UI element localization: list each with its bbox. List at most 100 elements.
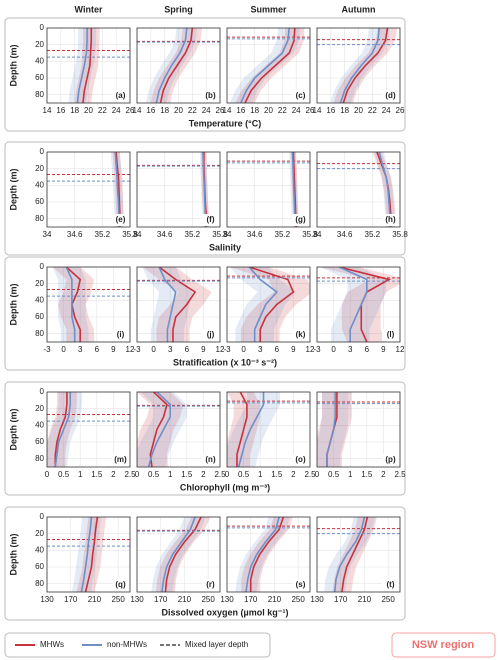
plot-frame bbox=[316, 516, 401, 593]
x-tick-label: -3 bbox=[313, 345, 321, 354]
panel-label-box bbox=[382, 90, 399, 102]
panel-label-box bbox=[382, 579, 399, 591]
x-tick-label: 12 bbox=[126, 345, 135, 354]
panel-label: (r) bbox=[206, 580, 215, 589]
plot-frame bbox=[226, 266, 311, 343]
panel-label-box bbox=[112, 579, 129, 591]
x-tick-label: 20 bbox=[174, 106, 183, 115]
x-tick-label: 14 bbox=[43, 106, 52, 115]
y-tick-label: 0 bbox=[40, 262, 45, 271]
x-tick-label: 6 bbox=[365, 345, 370, 354]
x-tick-label: 14 bbox=[133, 106, 142, 115]
x-tick-label: 22 bbox=[278, 106, 287, 115]
x-tick-label: 130 bbox=[310, 595, 324, 604]
x-tick-label: 1.5 bbox=[271, 470, 283, 479]
row-box bbox=[4, 256, 406, 371]
panel-label: (n) bbox=[205, 455, 216, 464]
profile-line bbox=[84, 517, 99, 592]
x-tick-label: 22 bbox=[98, 106, 107, 115]
y-tick-label: 20 bbox=[35, 164, 44, 173]
x-tick-label: 35.2 bbox=[275, 230, 291, 239]
panel-label: (l) bbox=[387, 330, 395, 339]
x-tick-label: 9 bbox=[291, 345, 296, 354]
x-tick-label: 0 bbox=[151, 345, 156, 354]
x-tick-label: 0 bbox=[241, 345, 246, 354]
x-tick-label: 9 bbox=[381, 345, 386, 354]
x-tick-label: 1.5 bbox=[91, 470, 103, 479]
x-axis-label: Chlorophyll (mg m⁻³) bbox=[180, 482, 270, 492]
x-tick-label: 18 bbox=[70, 106, 79, 115]
panel-label: (m) bbox=[114, 455, 127, 464]
x-tick-label: 0 bbox=[135, 470, 140, 479]
x-tick-label: 16 bbox=[326, 106, 335, 115]
y-tick-label: 60 bbox=[35, 562, 44, 571]
x-tick-label: 3 bbox=[168, 345, 173, 354]
row-box bbox=[4, 17, 406, 132]
x-tick-label: 14 bbox=[223, 106, 232, 115]
x-tick-label: 3 bbox=[258, 345, 263, 354]
x-tick-label: 0 bbox=[225, 470, 230, 479]
x-tick-label: 18 bbox=[160, 106, 169, 115]
panel-label: (k) bbox=[296, 330, 306, 339]
column-title: Winter bbox=[75, 4, 103, 14]
x-tick-label: 34 bbox=[313, 230, 322, 239]
legend-label: Mixed layer depth bbox=[185, 640, 248, 649]
region-box bbox=[391, 632, 496, 658]
panel-label: (f) bbox=[207, 215, 215, 224]
panel-label: (q) bbox=[115, 580, 126, 589]
x-tick-label: 34 bbox=[43, 230, 52, 239]
legend-label: non-MHWs bbox=[107, 640, 147, 649]
panel-label-box bbox=[292, 90, 309, 102]
band bbox=[319, 267, 400, 342]
panel-label-box bbox=[112, 329, 129, 341]
x-tick-label: 170 bbox=[64, 595, 78, 604]
profile-line bbox=[237, 392, 265, 467]
band bbox=[142, 267, 193, 342]
panel-label-box bbox=[292, 329, 309, 341]
plot-frame bbox=[46, 151, 131, 228]
x-tick-label: 2 bbox=[201, 470, 206, 479]
panel-label: (t) bbox=[387, 580, 395, 589]
profile-line bbox=[149, 392, 168, 467]
band bbox=[229, 28, 301, 103]
x-tick-label: 2.5 bbox=[124, 470, 136, 479]
column-title: Spring bbox=[164, 4, 193, 14]
plot-frame bbox=[316, 27, 401, 104]
x-tick-label: 24 bbox=[202, 106, 211, 115]
plot-frame bbox=[136, 151, 221, 228]
panel-label-box bbox=[382, 329, 399, 341]
y-tick-label: 20 bbox=[35, 529, 44, 538]
y-axis-label: Depth (m) bbox=[8, 409, 18, 451]
x-tick-label: 34 bbox=[133, 230, 142, 239]
y-tick-label: 60 bbox=[35, 437, 44, 446]
x-tick-label: 20 bbox=[264, 106, 273, 115]
x-tick-label: 12 bbox=[216, 345, 225, 354]
region-label: NSW region bbox=[412, 639, 475, 651]
band bbox=[229, 267, 297, 342]
profile-line bbox=[342, 28, 389, 103]
plot-frame bbox=[316, 391, 401, 468]
x-tick-label: 18 bbox=[340, 106, 349, 115]
x-tick-label: 9 bbox=[111, 345, 116, 354]
band bbox=[319, 267, 387, 342]
y-tick-label: 0 bbox=[40, 147, 45, 156]
plot-frame bbox=[136, 391, 221, 468]
profile-line bbox=[236, 392, 248, 467]
plot-frame bbox=[46, 391, 131, 468]
row-box bbox=[4, 506, 406, 621]
x-tick-label: 0 bbox=[45, 470, 50, 479]
band bbox=[52, 267, 95, 342]
panel-label: (b) bbox=[205, 91, 216, 100]
band bbox=[317, 392, 352, 467]
band bbox=[137, 392, 187, 467]
y-tick-label: 20 bbox=[35, 404, 44, 413]
y-tick-label: 40 bbox=[35, 420, 44, 429]
x-tick-label: 0 bbox=[61, 345, 66, 354]
x-tick-label: 1 bbox=[258, 470, 263, 479]
profile-line bbox=[249, 517, 285, 592]
panel-label-box bbox=[292, 579, 309, 591]
legend-box bbox=[4, 632, 271, 658]
x-tick-label: 35.2 bbox=[365, 230, 381, 239]
x-tick-label: 0.5 bbox=[238, 470, 250, 479]
band bbox=[317, 392, 349, 467]
